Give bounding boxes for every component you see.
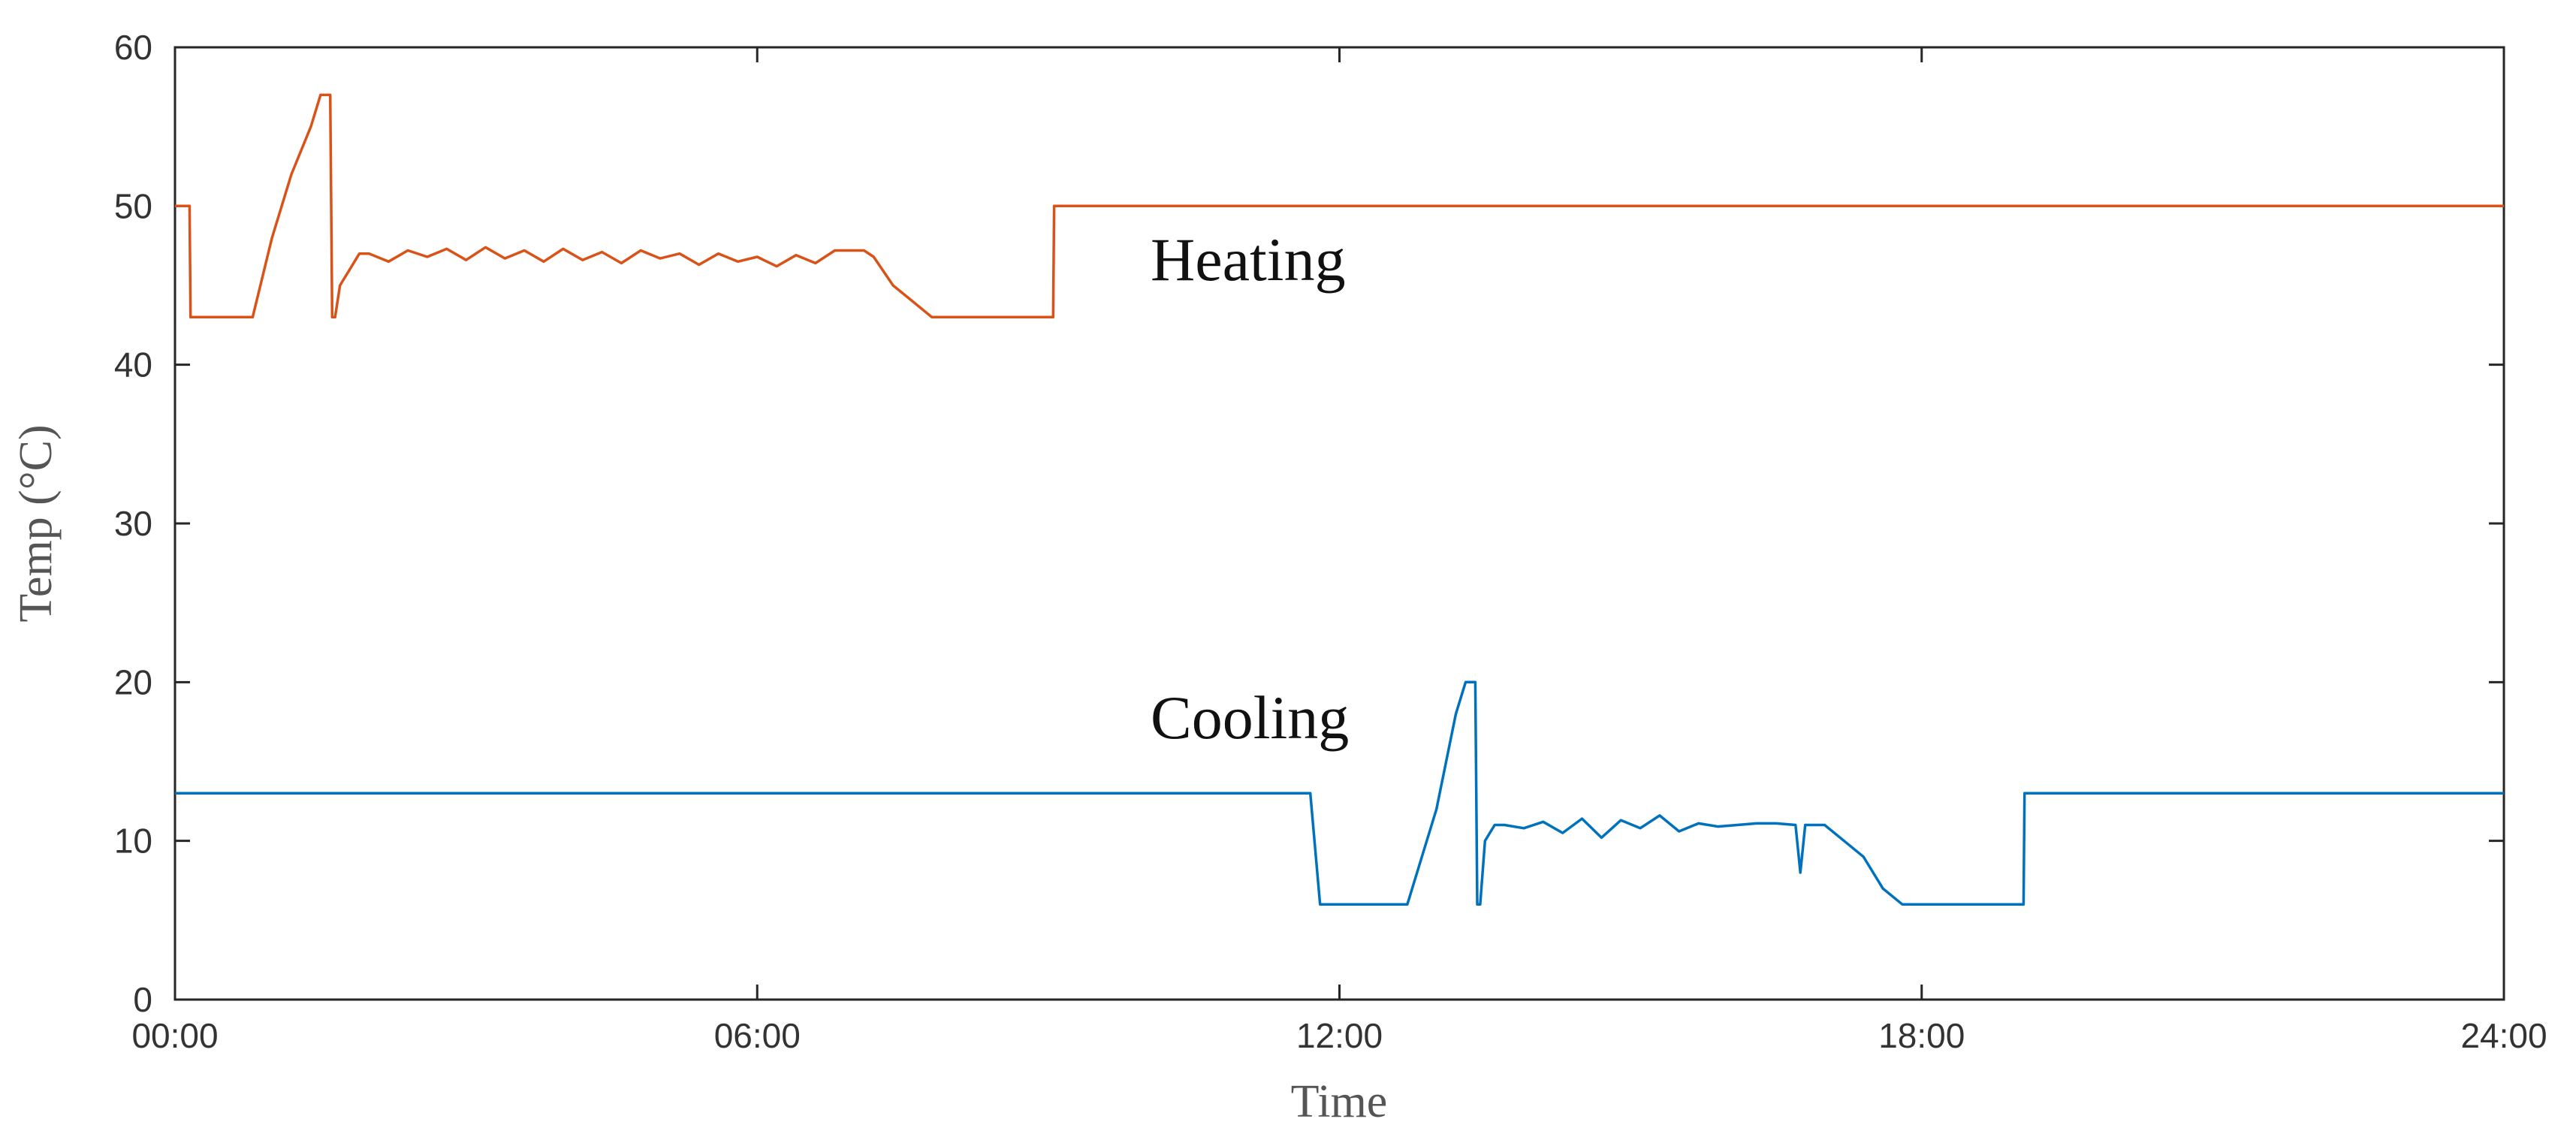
y-tick-label: 60	[114, 28, 152, 67]
y-tick-label: 10	[114, 822, 152, 861]
x-tick-label: 24:00	[2460, 1016, 2547, 1055]
cooling-series-label: Cooling	[1151, 683, 1349, 752]
cooling-series-line	[175, 680, 2504, 906]
x-tick-label: 12:00	[1296, 1016, 1383, 1055]
x-tick-label: 06:00	[714, 1016, 801, 1055]
heating-series-label: Heating	[1151, 225, 1346, 294]
y-axis-title: Temp (°C)	[11, 424, 62, 622]
x-tick-label: 18:00	[1878, 1016, 1965, 1055]
y-tick-label: 20	[114, 662, 152, 701]
plot-area	[173, 46, 2505, 1001]
x-axis-title: Time	[1291, 1076, 1388, 1127]
x-axis-ticks: 00:00 06:00 12:00 18:00 24:00	[131, 47, 2547, 1055]
y-tick-label: 0	[133, 980, 152, 1019]
series-layer	[175, 93, 2504, 906]
heating-series-line	[175, 93, 2504, 319]
x-tick-label: 00:00	[131, 1016, 218, 1055]
y-axis-ticks: 0 10 20 30 40 50 60	[114, 28, 2504, 1019]
y-tick-label: 30	[114, 504, 152, 543]
y-tick-label: 50	[114, 186, 152, 225]
y-tick-label: 40	[114, 345, 152, 385]
